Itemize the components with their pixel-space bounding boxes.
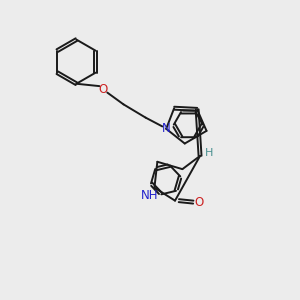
Text: N: N [162, 122, 171, 135]
Text: H: H [205, 148, 213, 158]
Text: O: O [99, 83, 108, 96]
Text: NH: NH [141, 188, 159, 202]
Text: O: O [194, 196, 204, 208]
